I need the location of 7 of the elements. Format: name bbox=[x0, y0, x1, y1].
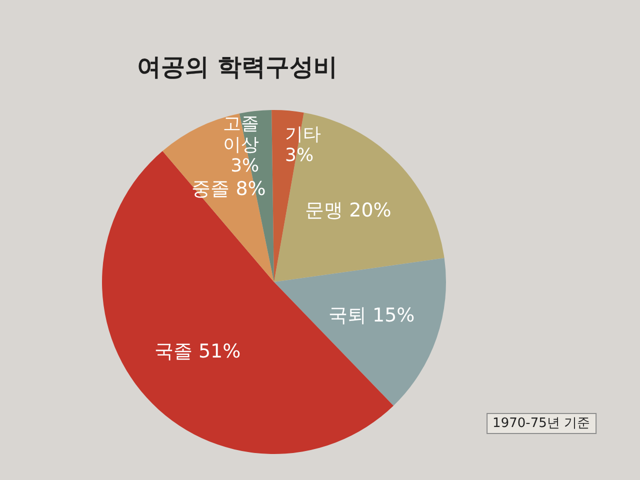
slice-label: 기타 bbox=[285, 124, 322, 145]
chart-title: 여공의 학력구성비 bbox=[137, 53, 338, 81]
slice-label: 국졸 51% bbox=[154, 340, 241, 362]
slice-label: 국퇴 15% bbox=[328, 304, 415, 327]
data-label: 3% bbox=[285, 144, 314, 166]
text: 1970-75년 기준 bbox=[492, 416, 590, 431]
slice-label: 문맹 20% bbox=[305, 199, 392, 222]
